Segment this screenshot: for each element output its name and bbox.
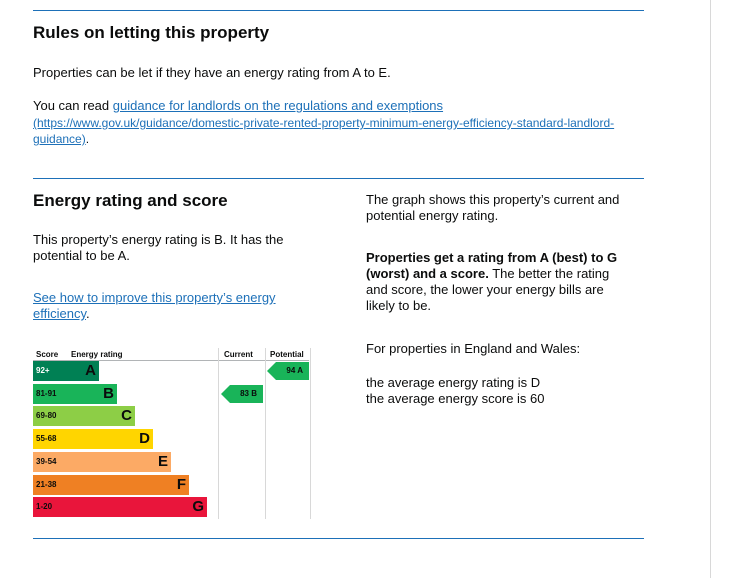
band-letter-g: G (192, 498, 204, 516)
band-bar-b: B (66, 383, 117, 404)
guidance-url[interactable]: (https://www.gov.uk/guidance/domestic-pr… (33, 115, 643, 147)
current-rating-arrow-label: 83 B (240, 388, 257, 398)
potential-rating-arrow-polygon (267, 362, 309, 380)
section-divider-bottom (33, 538, 644, 539)
rules-paragraph: Properties can be let if they have an en… (33, 65, 391, 80)
improve-link-line1[interactable]: See how to improve this property’s energ… (33, 290, 276, 305)
rating-explanation-bold1: Properties get a rating from A (best) to… (366, 250, 618, 265)
england-wales-text: For properties in England and Wales: (366, 341, 581, 356)
band-letter-a: A (85, 362, 96, 379)
section-divider-middle (33, 178, 644, 179)
rating-explanation-bold2: (worst) and a score. (366, 266, 489, 281)
guidance-prefix: You can read (33, 98, 113, 113)
chart-header-energy-rating: Energy rating (71, 350, 123, 359)
guidance-paragraph: You can read guidance for landlords on t… (33, 98, 633, 114)
rating-explanation: Properties get a rating from A (best) to… (366, 250, 646, 314)
potential-rating-arrow: 94 A (267, 362, 309, 380)
band-score-g: 1-20 (33, 497, 66, 518)
average-rating-text: the average energy rating is D (366, 375, 541, 390)
current-rating-arrow: 83 B (221, 384, 263, 403)
band-letter-d: D (139, 430, 150, 448)
section-divider-top (33, 10, 644, 11)
potential-rating-arrow-label: 94 A (286, 366, 303, 375)
band-score-f: 21-38 (33, 474, 66, 495)
guidance-link[interactable]: guidance for landlords on the regulation… (112, 98, 444, 113)
band-bar-c: C (66, 406, 135, 427)
graph-description: The graph shows this property’s current … (366, 192, 646, 224)
improve-paragraph: See how to improve this property’s energ… (33, 290, 323, 322)
chart-header-potential: Potential (270, 350, 304, 359)
band-letter-c: C (121, 407, 132, 425)
graph-description-line1: The graph shows this property’s current … (366, 192, 620, 207)
chart-header-score: Score (36, 350, 59, 359)
chart-header-current: Current (224, 350, 253, 359)
energy-rating-line2: potential to be A. (33, 248, 130, 263)
improve-link-line2[interactable]: efficiency (33, 306, 86, 321)
band-bar-g: G (66, 497, 207, 518)
page-edge-divider (710, 0, 711, 578)
energy-heading: Energy rating and score (33, 191, 228, 210)
potential-rating-arrow-shape (267, 362, 309, 380)
chart-column-divider-potential (265, 348, 266, 519)
band-bar-f: F (66, 474, 189, 495)
energy-rating-chart: Score Energy rating Current Potential 92… (33, 346, 313, 521)
chart-column-divider-end (310, 348, 311, 519)
band-bar-a: A (66, 361, 99, 381)
graph-description-line2: potential energy rating. (366, 208, 499, 223)
rating-explanation-rest4: likely to be. (366, 298, 432, 313)
improve-link-suffix: . (86, 306, 90, 321)
improve-link[interactable]: See how to improve this property’s energ… (33, 290, 276, 321)
chart-header-rule (33, 360, 309, 361)
energy-rating-text: This property’s energy rating is B. It h… (33, 232, 323, 264)
energy-rating-line1: This property’s energy rating is B. It h… (33, 232, 284, 247)
guidance-url-suffix: . (85, 132, 90, 146)
rating-explanation-rest2: The better the rating (488, 266, 610, 281)
band-score-b: 81-91 (33, 383, 66, 404)
band-letter-b: B (103, 384, 114, 402)
band-score-c: 69-80 (33, 406, 66, 427)
current-rating-arrow-polygon (221, 384, 263, 403)
average-score-text: the average energy score is 60 (366, 391, 545, 406)
band-score-a: 92+ (33, 361, 66, 381)
band-letter-e: E (157, 452, 168, 470)
guidance-url-line1[interactable]: (https://www.gov.uk/guidance/domestic-pr… (33, 116, 615, 130)
rating-explanation-rest3: and score, the lower your energy bills a… (366, 282, 604, 297)
band-letter-f: F (176, 475, 186, 493)
band-score-d: 55-68 (33, 429, 66, 450)
band-bar-d: D (66, 429, 153, 450)
band-score-e: 39-54 (33, 451, 66, 472)
chart-column-divider-current (218, 348, 219, 519)
band-bar-e: E (66, 451, 171, 472)
current-rating-arrow-shape (221, 384, 263, 403)
guidance-url-line2[interactable]: guidance) (33, 132, 86, 146)
rules-heading: Rules on letting this property (33, 23, 270, 42)
